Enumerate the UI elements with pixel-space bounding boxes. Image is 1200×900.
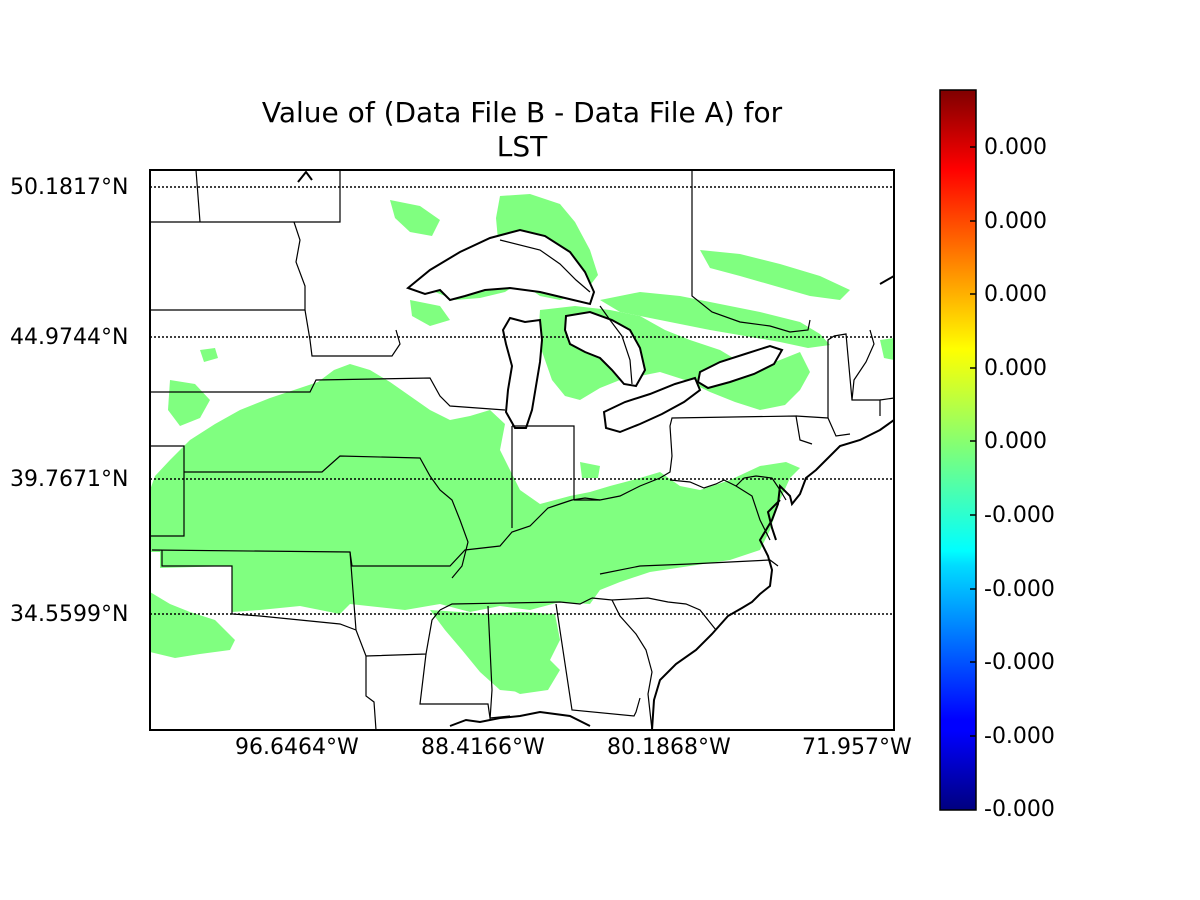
coastline — [297, 170, 894, 730]
colorbar-label-8: -0.000 — [984, 650, 1055, 675]
colorbar-ticks — [970, 146, 976, 737]
lat-label-2: 44.9744°N — [10, 325, 129, 350]
colorbar-label-10: -0.000 — [984, 797, 1055, 822]
colorbar-label-3: 0.000 — [984, 282, 1047, 307]
colorbar-label-5: 0.000 — [984, 429, 1047, 454]
colorbar-label-9: -0.000 — [984, 724, 1055, 749]
great-lakes — [405, 228, 784, 434]
lat-label-1: 50.1817°N — [10, 175, 129, 200]
colorbar — [939, 89, 977, 811]
colorbar-label-2: 0.000 — [984, 209, 1047, 234]
colorbar-label-7: -0.000 — [984, 577, 1055, 602]
map-area — [150, 170, 894, 730]
colorbar-label-4: 0.000 — [984, 356, 1047, 381]
state-borders — [150, 170, 894, 730]
colorbar-label-1: 0.000 — [984, 135, 1047, 160]
lon-label-4: 71.957°W — [802, 735, 912, 760]
lon-label-1: 96.6464°W — [235, 735, 359, 760]
lon-label-3: 80.1868°W — [607, 735, 731, 760]
chart-title: Value of (Data File B - Data File A) for… — [150, 96, 894, 164]
title-line-1: Value of (Data File B - Data File A) for — [261, 96, 783, 129]
latitude-gridlines — [150, 186, 894, 615]
lon-label-2: 88.4166°W — [421, 735, 545, 760]
lat-label-3: 39.7671°N — [10, 467, 129, 492]
lat-label-4: 34.5599°N — [10, 602, 129, 627]
map-frame — [149, 169, 895, 731]
title-line-2: LST — [496, 130, 548, 163]
colorbar-label-6: -0.000 — [984, 503, 1055, 528]
